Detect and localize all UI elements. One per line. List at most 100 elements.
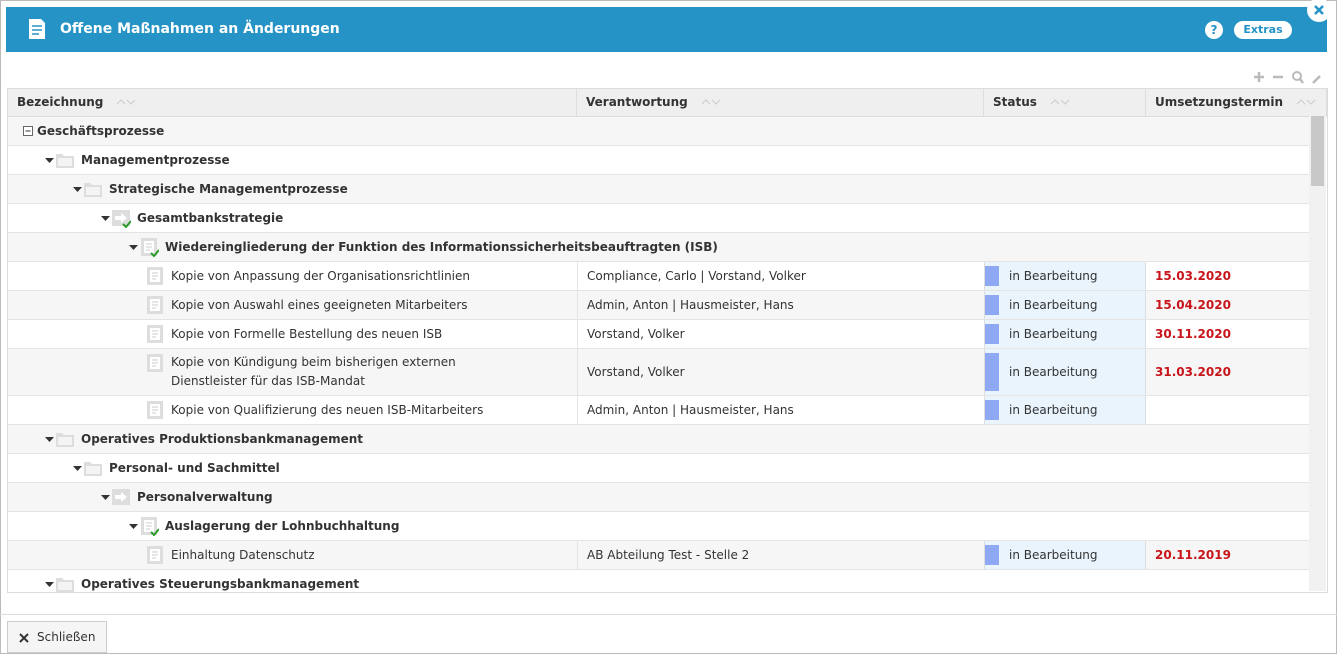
group-row: Operatives Produktionsbankmanagement — [8, 425, 1310, 454]
responsible-cell: AB Abteilung Test - Stelle 2 — [577, 541, 984, 569]
column-header[interactable]: Umsetzungstermin — [1146, 89, 1327, 116]
group-row: Personalverwaltung — [8, 483, 1310, 512]
row-label: Kopie von Anpassung der Organisationsric… — [171, 268, 470, 283]
row-label: Kopie von Kündigung beim bisherigen exte… — [171, 355, 456, 388]
group-row: Operatives Steuerungsbankmanagement — [8, 570, 1310, 592]
table-header: Bezeichnung Verantwortung Status Umsetzungs… — [8, 89, 1327, 117]
group-row: Personal- und Sachmittel — [8, 454, 1310, 483]
date-cell: 15.04.2020 — [1146, 291, 1310, 319]
label-cell: Kopie von Qualifizierung des neuen ISB-M… — [8, 396, 577, 424]
label-cell: Kopie von Anpassung der Organisationsric… — [8, 262, 577, 290]
group-cell: Strategische Managementprozesse — [8, 175, 1310, 203]
row-label: Operatives Steuerungsbankmanagement — [81, 577, 360, 591]
responsible: Vorstand, Volker — [587, 327, 685, 341]
doc-icon — [29, 19, 45, 39]
row-label: Geschäftsprozesse — [37, 124, 165, 138]
row-label: Personalverwaltung — [137, 490, 273, 504]
date-cell — [1146, 396, 1310, 424]
group-row: Gesamtbankstrategie — [8, 204, 1310, 233]
group-cell: Wiedereingliederung der Funktion des Inf… — [8, 233, 1310, 261]
status: in Bearbeitung — [1009, 269, 1098, 283]
label-cell: Kopie von Formelle Bestellung des neuen … — [8, 320, 577, 348]
status: in Bearbeitung — [1009, 298, 1098, 312]
date-cell: 15.03.2020 — [1146, 262, 1310, 290]
due-date: 31.03.2020 — [1155, 365, 1231, 379]
row-label: Personal- und Sachmittel — [109, 461, 280, 475]
status-cell: in Bearbeitung — [984, 541, 1146, 569]
scrollbar[interactable] — [1309, 116, 1326, 591]
status-cell: in Bearbeitung — [984, 349, 1146, 395]
status-cell: in Bearbeitung — [984, 262, 1146, 290]
status-cell: in Bearbeitung — [984, 291, 1146, 319]
table-body: Geschäftsprozesse Managementprozesse Strat… — [8, 117, 1310, 592]
row-label: Operatives Produktionsbankmanagement — [81, 432, 364, 446]
status: in Bearbeitung — [1009, 548, 1098, 562]
title: Offene Maßnahmen an Änderungen — [60, 21, 340, 37]
group-cell: Personal- und Sachmittel — [8, 454, 1310, 482]
extras-button[interactable]: Extras — [1234, 21, 1292, 39]
group-row: Managementprozesse — [8, 146, 1310, 175]
responsible-cell: Admin, Anton | Hausmeister, Hans — [577, 396, 984, 424]
label-cell: Kopie von Kündigung beim bisherigen exte… — [8, 349, 577, 395]
toolbar[interactable] — [1252, 70, 1332, 84]
status-cell: in Bearbeitung — [984, 396, 1146, 424]
close-label: Schließen — [37, 630, 96, 644]
label-cell: Kopie von Auswahl eines geeigneten Mitar… — [8, 291, 577, 319]
status: in Bearbeitung — [1009, 327, 1098, 341]
responsible-cell: Vorstand, Volker — [577, 349, 984, 395]
responsible: Compliance, Carlo | Vorstand, Volker — [587, 269, 806, 283]
date-cell: 31.03.2020 — [1146, 349, 1310, 395]
group-row: Strategische Managementprozesse — [8, 175, 1310, 204]
group-cell: Gesamtbankstrategie — [8, 204, 1310, 232]
measure-row: Kopie von Anpassung der Organisationsric… — [8, 262, 1310, 291]
column-header[interactable]: Verantwortung — [577, 89, 984, 116]
row-label: Kopie von Qualifizierung des neuen ISB-M… — [171, 402, 484, 417]
group-cell: Personalverwaltung — [8, 483, 1310, 511]
row-label: Kopie von Auswahl eines geeigneten Mitar… — [171, 297, 468, 312]
column-title: Umsetzungstermin — [1155, 95, 1284, 109]
date-cell: 20.11.2019 — [1146, 541, 1310, 569]
column-title: Verantwortung — [586, 95, 688, 109]
group-row: Geschäftsprozesse — [8, 117, 1310, 146]
column-title: Status — [993, 95, 1037, 109]
help-button[interactable]: ? — [1205, 21, 1223, 39]
row-label: Managementprozesse — [81, 153, 230, 167]
date-cell: 30.11.2020 — [1146, 320, 1310, 348]
responsible-cell: Admin, Anton | Hausmeister, Hans — [577, 291, 984, 319]
group-cell: Auslagerung der Lohnbuchhaltung — [8, 512, 1310, 540]
group-cell: Managementprozesse — [8, 146, 1310, 174]
group-cell: Operatives Produktionsbankmanagement — [8, 425, 1310, 453]
group-row: Wiedereingliederung der Funktion des Inf… — [8, 233, 1310, 262]
row-label: Auslagerung der Lohnbuchhaltung — [165, 519, 400, 533]
column-header[interactable]: Bezeichnung — [8, 89, 577, 116]
close-x[interactable] — [1302, 0, 1327, 25]
group-cell: Geschäftsprozesse — [8, 117, 1310, 145]
measure-row: Kopie von Auswahl eines geeigneten Mitar… — [8, 291, 1310, 320]
row-label: Wiedereingliederung der Funktion des Inf… — [165, 240, 718, 254]
measure-row: Kopie von Qualifizierung des neuen ISB-M… — [8, 396, 1310, 425]
row-label: Kopie von Formelle Bestellung des neuen … — [171, 326, 443, 341]
tree-table: Bezeichnung Verantwortung Status Umsetzungs… — [7, 88, 1328, 593]
footer — [0, 614, 1337, 615]
responsible: Admin, Anton | Hausmeister, Hans — [587, 298, 794, 312]
row-label: Strategische Managementprozesse — [109, 182, 348, 196]
due-date: 15.03.2020 — [1155, 269, 1231, 283]
column-header[interactable]: Status — [984, 89, 1146, 116]
measure-row: Kopie von Kündigung beim bisherigen exte… — [8, 349, 1310, 396]
close-button[interactable]: Schließen — [7, 621, 107, 653]
measure-row: Einhaltung Datenschutz AB Abteilung Test … — [8, 541, 1310, 570]
column-title: Bezeichnung — [17, 95, 104, 109]
status-cell: in Bearbeitung — [984, 320, 1146, 348]
due-date: 15.04.2020 — [1155, 298, 1231, 312]
header: Offene Maßnahmen an Änderungen ? Extras — [6, 0, 1327, 52]
responsible: Admin, Anton | Hausmeister, Hans — [587, 403, 794, 417]
row-label: Einhaltung Datenschutz — [171, 547, 315, 562]
responsible: Vorstand, Volker — [587, 365, 685, 379]
responsible: AB Abteilung Test - Stelle 2 — [587, 548, 750, 562]
status: in Bearbeitung — [1009, 365, 1098, 379]
status: in Bearbeitung — [1009, 403, 1098, 417]
group-cell: Operatives Steuerungsbankmanagement — [8, 570, 1310, 592]
responsible-cell: Compliance, Carlo | Vorstand, Volker — [577, 262, 984, 290]
measure-row: Kopie von Formelle Bestellung des neuen … — [8, 320, 1310, 349]
row-label: Gesamtbankstrategie — [137, 211, 284, 225]
